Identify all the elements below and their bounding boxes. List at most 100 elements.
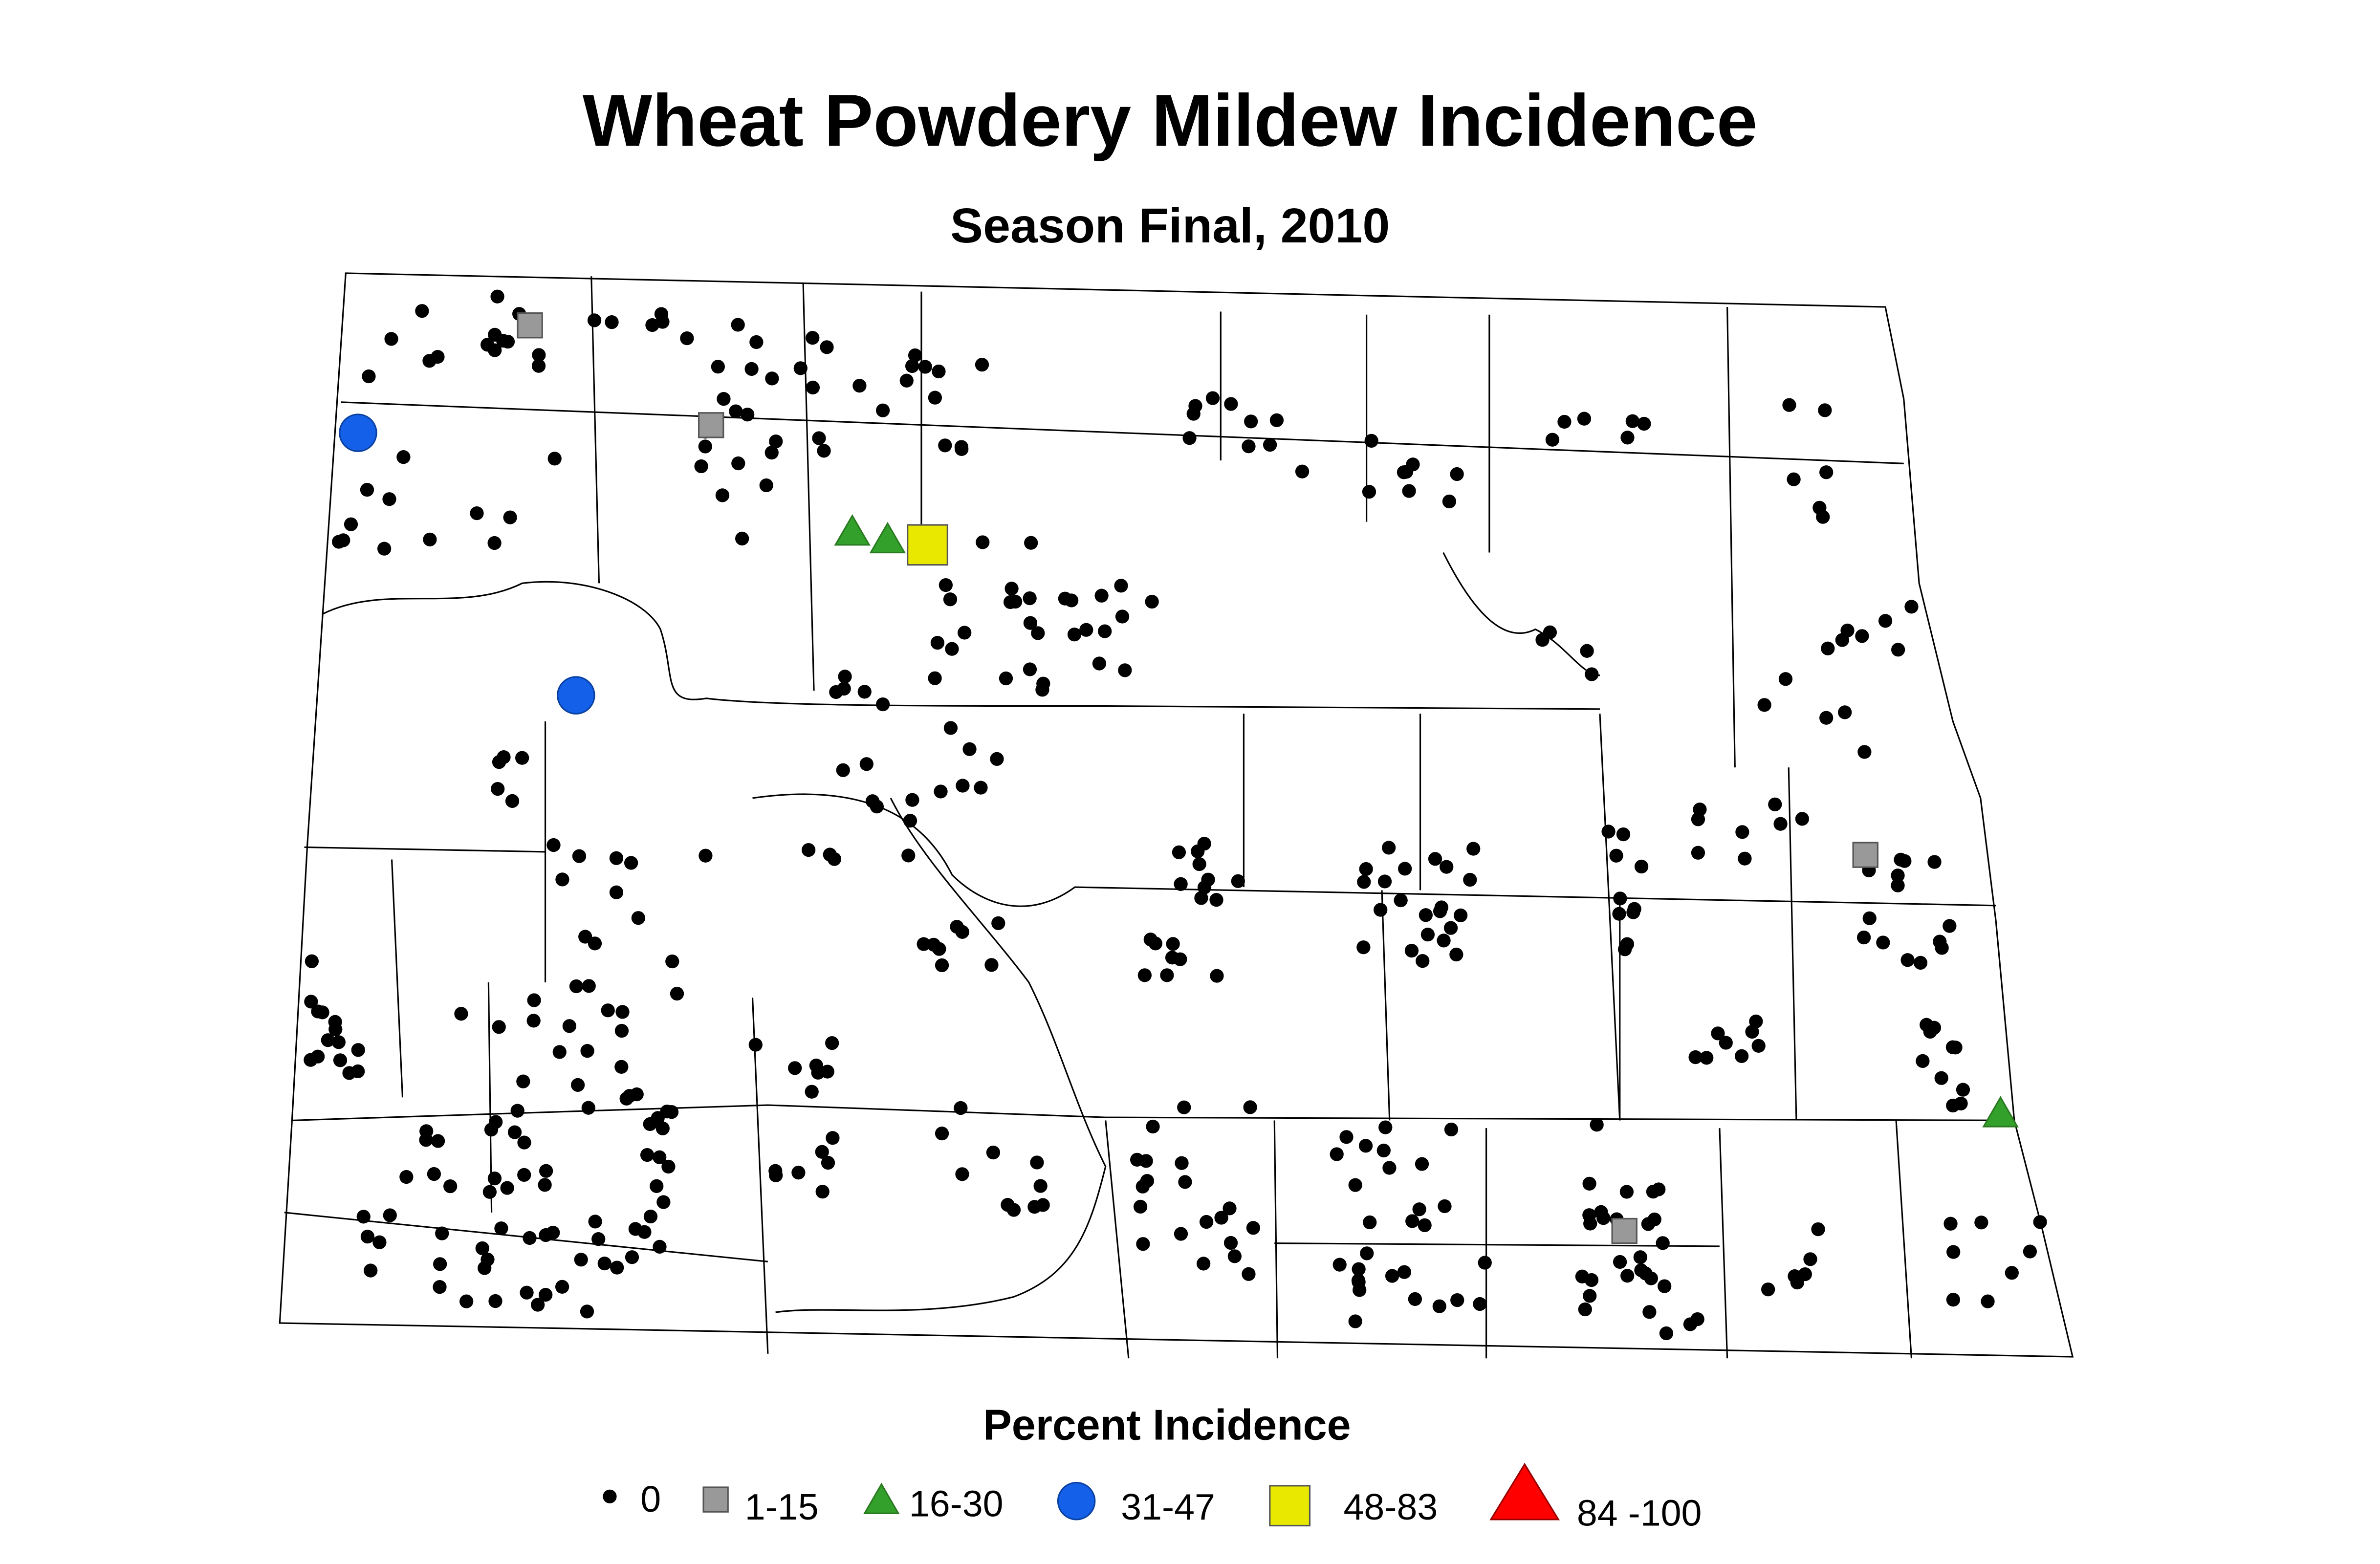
sample-dot: [769, 434, 783, 449]
sample-dot: [609, 885, 624, 899]
sample-dot: [1006, 1203, 1021, 1217]
sample-dot: [908, 348, 922, 363]
sample-dot: [905, 359, 919, 373]
sample-dot: [1693, 803, 1707, 817]
sample-dot: [821, 1155, 835, 1170]
sample-dot: [1659, 1326, 1674, 1341]
sample-dot: [1620, 937, 1634, 951]
sample-dot: [1891, 643, 1905, 657]
sample-dot: [1376, 1143, 1391, 1158]
sample-dot: [1634, 859, 1649, 874]
sample-dot: [717, 392, 731, 406]
sample-marker: [339, 413, 377, 452]
sample-dot: [943, 592, 958, 607]
sample-dot: [507, 1125, 522, 1139]
sample-dot: [1934, 1071, 1948, 1085]
legend: 0 1-15 16-30 31-47 48-83 84 -100: [603, 1462, 1702, 1533]
sample-dot: [932, 364, 946, 379]
sample-dot: [1348, 1314, 1362, 1328]
sample-dot: [605, 315, 619, 329]
sample-dot: [653, 1239, 667, 1254]
legend-label: 84 -100: [1577, 1492, 1702, 1533]
sample-dot: [1437, 934, 1451, 948]
sample-dot: [1625, 414, 1639, 428]
sample-dot: [918, 360, 932, 374]
legend-label: 31-47: [1121, 1486, 1215, 1527]
sample-dot: [1364, 434, 1378, 448]
sample-dot: [1133, 1199, 1148, 1214]
sample-dot: [1735, 1049, 1749, 1063]
sample-dot: [362, 369, 376, 384]
sample-dot: [487, 536, 502, 550]
sample-dot: [1377, 874, 1392, 889]
sample-dot: [478, 1261, 492, 1275]
sample-dot: [1415, 1157, 1429, 1171]
sample-dot: [1644, 1271, 1658, 1285]
sample-dot: [1582, 1176, 1596, 1191]
sample-dot: [1819, 711, 1834, 725]
sample-dot: [793, 361, 808, 375]
sample-dot: [1580, 644, 1594, 658]
sample-dot: [1295, 464, 1310, 478]
sample-dot: [2033, 1215, 2047, 1229]
sample-dot: [510, 1104, 524, 1118]
sample-dot: [1174, 877, 1188, 891]
sample-dot: [962, 742, 977, 756]
sample-dot: [1004, 582, 1019, 596]
sample-dot: [382, 492, 396, 506]
sample-dot: [1620, 1269, 1635, 1283]
sample-dot: [1757, 698, 1771, 712]
sample-dot: [1878, 614, 1893, 628]
sample-dot: [588, 936, 602, 951]
sample-dot: [823, 847, 837, 862]
sample-dot: [1419, 908, 1433, 922]
sample-dot: [759, 478, 773, 493]
sample-dot: [986, 1145, 1001, 1160]
sample-dot: [344, 517, 358, 531]
sample-dot: [1397, 465, 1411, 479]
sample-dot: [1943, 919, 1957, 933]
sample-dot: [470, 506, 484, 521]
sample-dot: [490, 289, 504, 304]
sample-dot: [1243, 1100, 1257, 1114]
sample-dot: [491, 782, 505, 796]
sample-dot: [1627, 902, 1641, 916]
sample-dot: [1356, 940, 1371, 955]
subtitle: Season Final, 2010: [950, 198, 1390, 253]
sample-dot: [875, 403, 890, 417]
sample-dot: [431, 1134, 445, 1148]
sample-dot: [1434, 900, 1449, 914]
sample-marker: [698, 412, 724, 438]
sample-dot: [1690, 1312, 1704, 1326]
sample-dot: [1003, 595, 1018, 609]
sample-dot: [1244, 414, 1258, 429]
sample-dot: [610, 1260, 624, 1275]
sample-dot: [454, 1007, 468, 1021]
sample-dot: [1418, 1218, 1432, 1233]
sample-dot: [631, 911, 645, 925]
sample-dot: [1855, 629, 1869, 643]
legend-title: Percent Incidence: [983, 1401, 1351, 1449]
sample-dot: [1114, 579, 1128, 593]
sample-dot: [1172, 845, 1186, 859]
legend-label: 16-30: [909, 1483, 1004, 1524]
sample-dot: [1036, 1198, 1050, 1212]
sample-dot: [501, 334, 515, 349]
sample-dot: [901, 848, 916, 863]
sample-dot: [2023, 1244, 2037, 1259]
sample-dot: [791, 1166, 806, 1180]
sample-dot: [1688, 1050, 1703, 1064]
sample-dot: [1946, 1098, 1960, 1113]
sample-dot: [1079, 623, 1093, 637]
sample-dot: [748, 1038, 763, 1052]
sample-dot: [1067, 628, 1082, 642]
legend-marker: [702, 1486, 729, 1513]
sample-dot: [581, 1101, 595, 1115]
sample-dot: [1933, 934, 1947, 949]
sample-dot: [857, 685, 872, 699]
sample-dot: [480, 338, 495, 352]
sample-dot: [1609, 848, 1623, 863]
sample-dot: [1900, 953, 1915, 967]
sample-dot: [517, 1168, 531, 1182]
sample-dot: [1223, 1201, 1237, 1216]
